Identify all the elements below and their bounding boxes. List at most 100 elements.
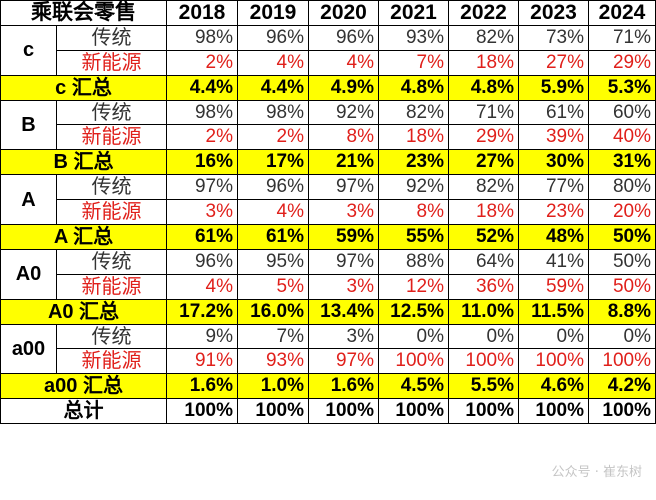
nev-row: 新能源 91% 93% 97% 100% 100% 100% 100% xyxy=(1,348,656,375)
year-header: 2024 xyxy=(588,0,656,26)
nev-share-cell: 100% xyxy=(448,348,519,375)
summary-cell: 30% xyxy=(518,149,589,176)
nev-share-cell: 2% xyxy=(166,49,238,76)
year-header: 2022 xyxy=(448,0,519,26)
nev-label: 新能源 xyxy=(56,348,167,375)
summary-cell: 50% xyxy=(588,224,656,250)
nev-row: 新能源 3% 4% 3% 8% 18% 23% 20% xyxy=(1,199,656,226)
nev-label: 新能源 xyxy=(56,199,167,226)
traditional-share-cell: 64% xyxy=(448,248,519,275)
nev-share-cell: 4% xyxy=(237,199,309,226)
traditional-share-cell: 50% xyxy=(588,248,656,275)
nev-share-cell: 18% xyxy=(378,124,449,151)
summary-label: A 汇总 xyxy=(0,224,167,250)
traditional-share-cell: 96% xyxy=(166,248,238,275)
traditional-share-cell: 0% xyxy=(518,323,589,350)
watermark: 公众号 · 崔东树 xyxy=(551,465,642,480)
segment-label: A0 xyxy=(0,248,57,300)
traditional-share-cell: 96% xyxy=(237,24,309,51)
nev-label: 新能源 xyxy=(56,124,167,151)
nev-share-cell: 59% xyxy=(518,273,589,300)
traditional-share-cell: 77% xyxy=(518,174,589,201)
nev-share-cell: 50% xyxy=(588,273,656,300)
traditional-share-cell: 60% xyxy=(588,99,656,126)
traditional-share-cell: 0% xyxy=(378,323,449,350)
year-header: 2019 xyxy=(237,0,309,26)
nev-share-cell: 2% xyxy=(237,124,309,151)
nev-share-cell: 18% xyxy=(448,49,519,76)
sales-share-table: 乘联会零售 2018 2019 2020 2021 2022 2023 2024… xyxy=(0,0,656,425)
traditional-share-cell: 3% xyxy=(308,323,379,350)
nev-share-cell: 100% xyxy=(588,348,656,375)
nev-share-cell: 93% xyxy=(237,348,309,375)
summary-cell: 55% xyxy=(378,224,449,250)
total-cell: 100% xyxy=(237,398,309,425)
traditional-share-cell: 96% xyxy=(308,24,379,51)
nev-share-cell: 40% xyxy=(588,124,656,151)
total-cell: 100% xyxy=(166,398,238,425)
traditional-share-cell: 71% xyxy=(588,24,656,51)
summary-cell: 17% xyxy=(237,149,309,176)
nev-share-cell: 20% xyxy=(588,199,656,226)
segment-label: a00 xyxy=(0,323,57,375)
summary-cell: 61% xyxy=(166,224,238,250)
summary-row: c 汇总 4.4% 4.4% 4.9% 4.8% 4.8% 5.9% 5.3% xyxy=(0,74,656,101)
traditional-share-cell: 80% xyxy=(588,174,656,201)
summary-cell: 31% xyxy=(588,149,656,176)
traditional-label: 传统 xyxy=(56,24,167,51)
traditional-share-cell: 0% xyxy=(588,323,656,350)
traditional-share-cell: 41% xyxy=(518,248,589,275)
traditional-share-cell: 92% xyxy=(378,174,449,201)
nev-share-cell: 12% xyxy=(378,273,449,300)
summary-row: A 汇总 61% 61% 59% 55% 52% 48% 50% xyxy=(0,224,656,250)
nev-row: 新能源 2% 4% 4% 7% 18% 27% 29% xyxy=(1,49,656,76)
nev-share-cell: 3% xyxy=(166,199,238,226)
traditional-share-cell: 82% xyxy=(448,24,519,51)
summary-cell: 23% xyxy=(378,149,449,176)
summary-cell: 1.0% xyxy=(237,373,309,400)
summary-cell: 4.6% xyxy=(518,373,589,400)
summary-cell: 11.0% xyxy=(448,298,519,325)
traditional-share-cell: 7% xyxy=(237,323,309,350)
nev-share-cell: 8% xyxy=(378,199,449,226)
segment-label: c xyxy=(0,24,57,76)
nev-share-cell: 27% xyxy=(518,49,589,76)
nev-share-cell: 4% xyxy=(308,49,379,76)
traditional-share-cell: 93% xyxy=(378,24,449,51)
traditional-share-cell: 97% xyxy=(166,174,238,201)
summary-cell: 4.4% xyxy=(166,74,238,101)
traditional-share-cell: 95% xyxy=(237,248,309,275)
nev-share-cell: 3% xyxy=(308,199,379,226)
nev-share-cell: 5% xyxy=(237,273,309,300)
summary-row: B 汇总 16% 17% 21% 23% 27% 30% 31% xyxy=(0,149,656,176)
traditional-row: A 传统 97% 96% 97% 92% 82% 77% 80% xyxy=(0,174,656,226)
nev-label: 新能源 xyxy=(56,49,167,76)
nev-share-cell: 97% xyxy=(308,348,379,375)
total-cell: 100% xyxy=(308,398,379,425)
nev-share-cell: 7% xyxy=(378,49,449,76)
header-row: 乘联会零售 2018 2019 2020 2021 2022 2023 2024 xyxy=(0,0,656,26)
summary-cell: 1.6% xyxy=(166,373,238,400)
summary-cell: 16.0% xyxy=(237,298,309,325)
summary-row: A0 汇总 17.2% 16.0% 13.4% 12.5% 11.0% 11.5% 8.8% xyxy=(0,298,656,325)
total-label: 总计 xyxy=(0,398,167,425)
table-title: 乘联会零售 xyxy=(0,0,167,26)
nev-share-cell: 100% xyxy=(518,348,589,375)
nev-share-cell: 23% xyxy=(518,199,589,226)
nev-share-cell: 100% xyxy=(378,348,449,375)
traditional-row: A0 传统 96% 95% 97% 88% 64% 41% 50% xyxy=(0,248,656,300)
summary-cell: 5.9% xyxy=(518,74,589,101)
traditional-share-cell: 73% xyxy=(518,24,589,51)
summary-cell: 4.9% xyxy=(308,74,379,101)
summary-cell: 27% xyxy=(448,149,519,176)
summary-label: a00 汇总 xyxy=(0,373,167,400)
segment-label: A xyxy=(0,174,57,226)
traditional-label: 传统 xyxy=(56,174,167,201)
total-cell: 100% xyxy=(518,398,589,425)
traditional-share-cell: 98% xyxy=(166,99,238,126)
traditional-share-cell: 0% xyxy=(448,323,519,350)
summary-cell: 12.5% xyxy=(378,298,449,325)
summary-label: B 汇总 xyxy=(0,149,167,176)
traditional-share-cell: 71% xyxy=(448,99,519,126)
summary-cell: 1.6% xyxy=(308,373,379,400)
